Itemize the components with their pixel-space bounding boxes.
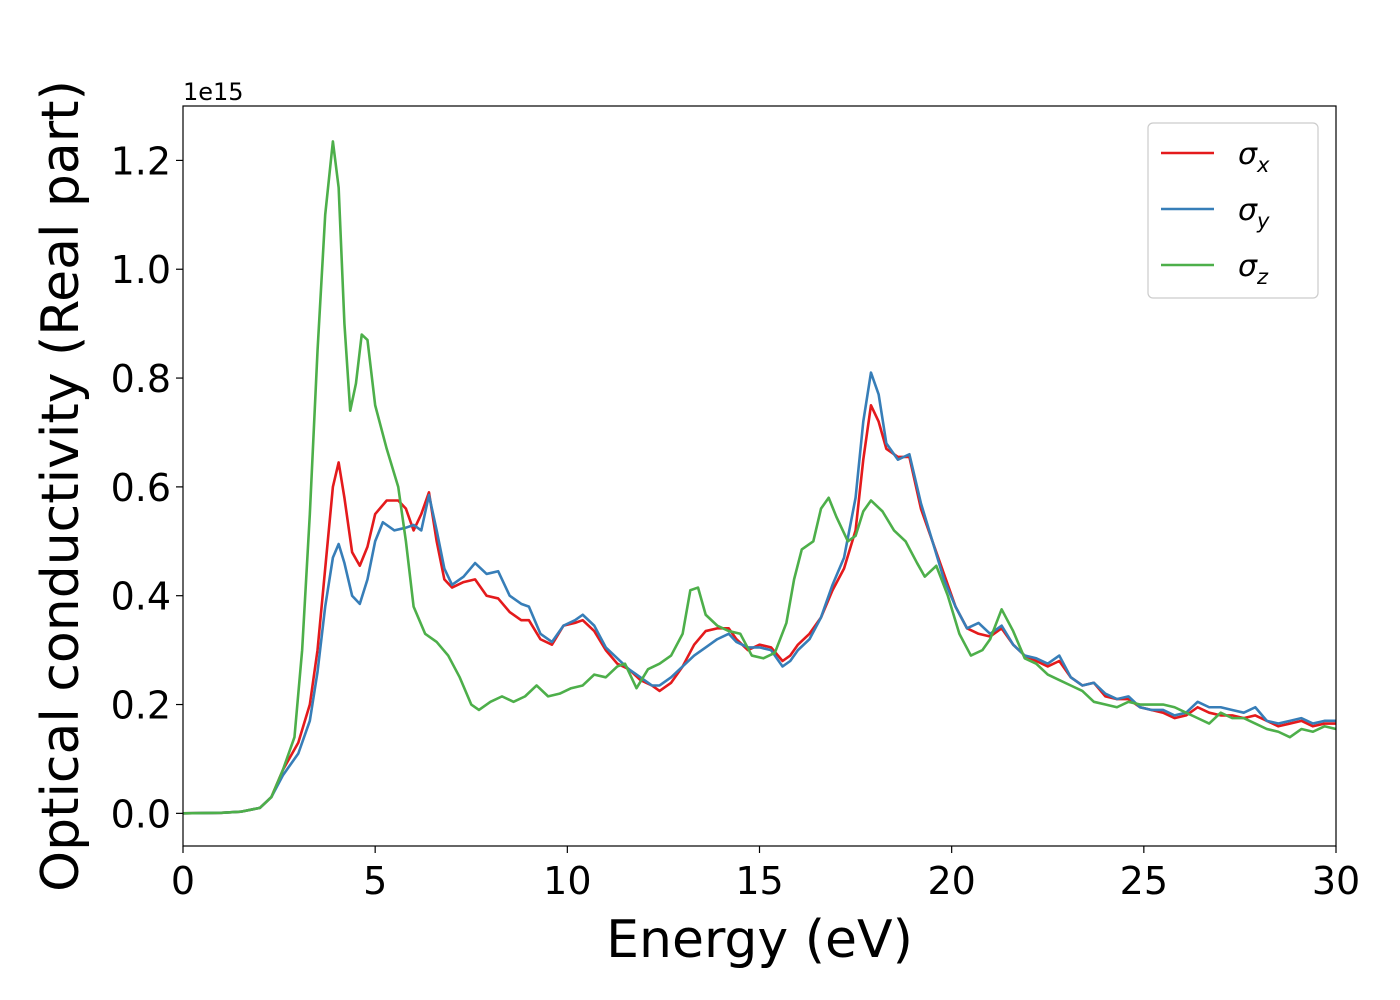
legend-label-z: σz xyxy=(1238,249,1269,289)
x-tick-label: 0 xyxy=(171,859,195,903)
x-tick-label: 30 xyxy=(1312,859,1360,903)
x-tick-label: 10 xyxy=(543,859,591,903)
y-axis-label: Optical conductivity (Real part) xyxy=(31,80,91,892)
y-tick-label: 0.8 xyxy=(111,357,171,401)
x-tick-label: 20 xyxy=(927,859,975,903)
y-tick-label: 1.0 xyxy=(111,248,171,292)
y-axis-ticks: 0.0 0.2 0.4 0.6 0.8 1.0 1.2 xyxy=(111,139,183,836)
series-line-x xyxy=(182,403,1336,815)
legend-box xyxy=(1147,122,1319,299)
y-tick-label: 0.0 xyxy=(111,792,171,836)
legend-label-y: σy xyxy=(1238,193,1270,233)
series-line-y xyxy=(182,371,1336,815)
series-layer xyxy=(182,140,1337,815)
y-tick-label: 1.2 xyxy=(111,139,171,183)
y-axis-offset-label: 1e15 xyxy=(183,78,244,106)
legend-symbol: σ xyxy=(1238,249,1258,284)
y-tick-label: 0.4 xyxy=(111,575,171,619)
legend-label-x: σx xyxy=(1238,137,1270,177)
x-axis-label: Energy (eV) xyxy=(606,910,913,970)
legend-symbol: σ xyxy=(1238,137,1258,172)
series-line-z xyxy=(182,140,1337,815)
y-tick-label: 0.6 xyxy=(111,466,171,510)
legend-subscript: y xyxy=(1256,209,1270,233)
legend-subscript: z xyxy=(1256,265,1269,289)
legend-symbol: σ xyxy=(1238,193,1258,228)
x-tick-label: 25 xyxy=(1120,859,1168,903)
x-tick-label: 5 xyxy=(363,859,387,903)
legend-subscript: x xyxy=(1256,153,1270,177)
y-tick-label: 0.2 xyxy=(111,684,171,728)
x-axis-ticks: 0 5 10 15 20 25 30 xyxy=(171,846,1360,903)
x-tick-label: 15 xyxy=(735,859,783,903)
